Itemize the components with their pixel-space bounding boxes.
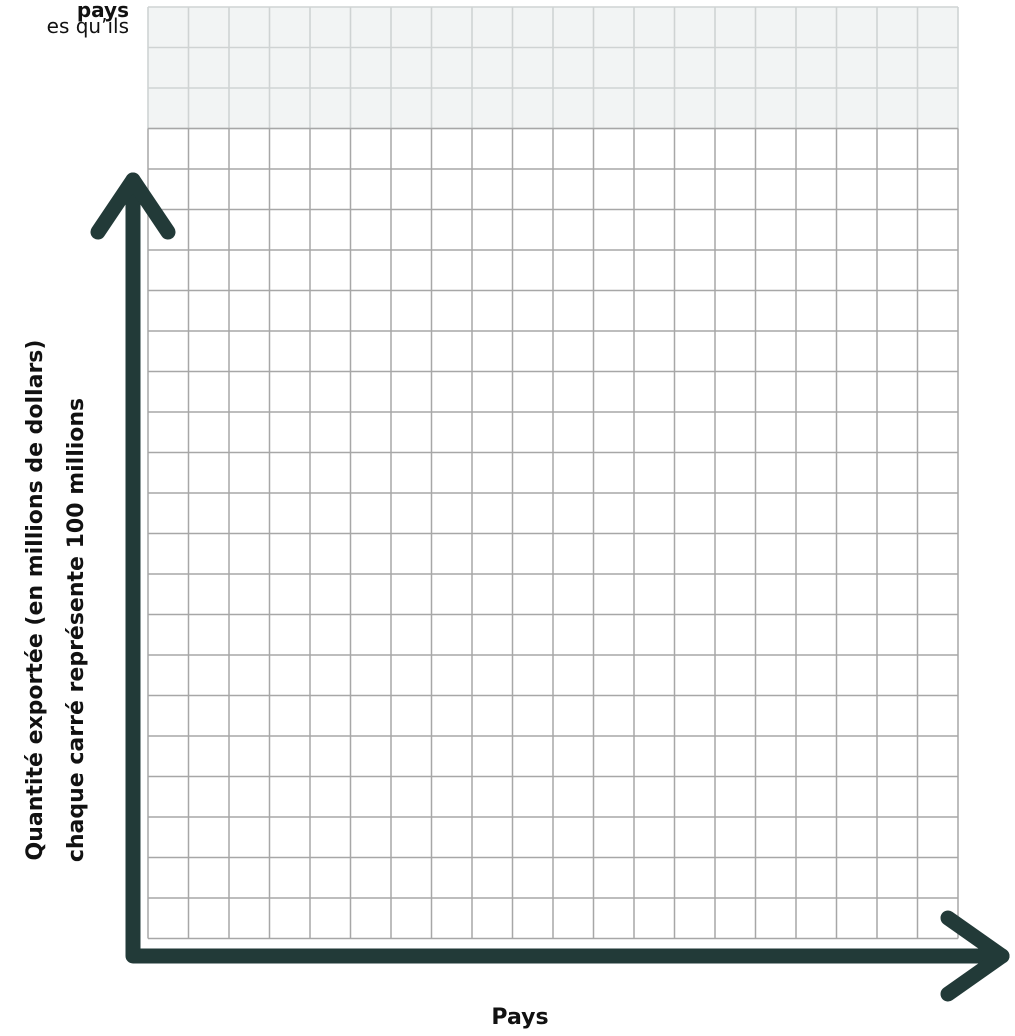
grid-faded-rows xyxy=(147,6,959,130)
graph-paper-grid xyxy=(147,127,959,940)
axis-labels: Pays Quantité exportée (en millions de d… xyxy=(23,340,549,1030)
y-axis-label: Quantité exportée (en millions de dollar… xyxy=(23,340,48,861)
axes xyxy=(90,172,1010,1002)
x-axis-arrowhead xyxy=(940,910,1010,1002)
x-axis-label: Pays xyxy=(491,1005,548,1030)
y-axis-arrowhead xyxy=(90,172,176,240)
y-axis-scale-note: chaque carré représente 100 millions xyxy=(64,398,89,862)
axis-lines xyxy=(125,172,1010,964)
header-subtitle-fragment: es qu’ils xyxy=(46,14,129,38)
header-title-fragment: pays xyxy=(76,0,129,22)
